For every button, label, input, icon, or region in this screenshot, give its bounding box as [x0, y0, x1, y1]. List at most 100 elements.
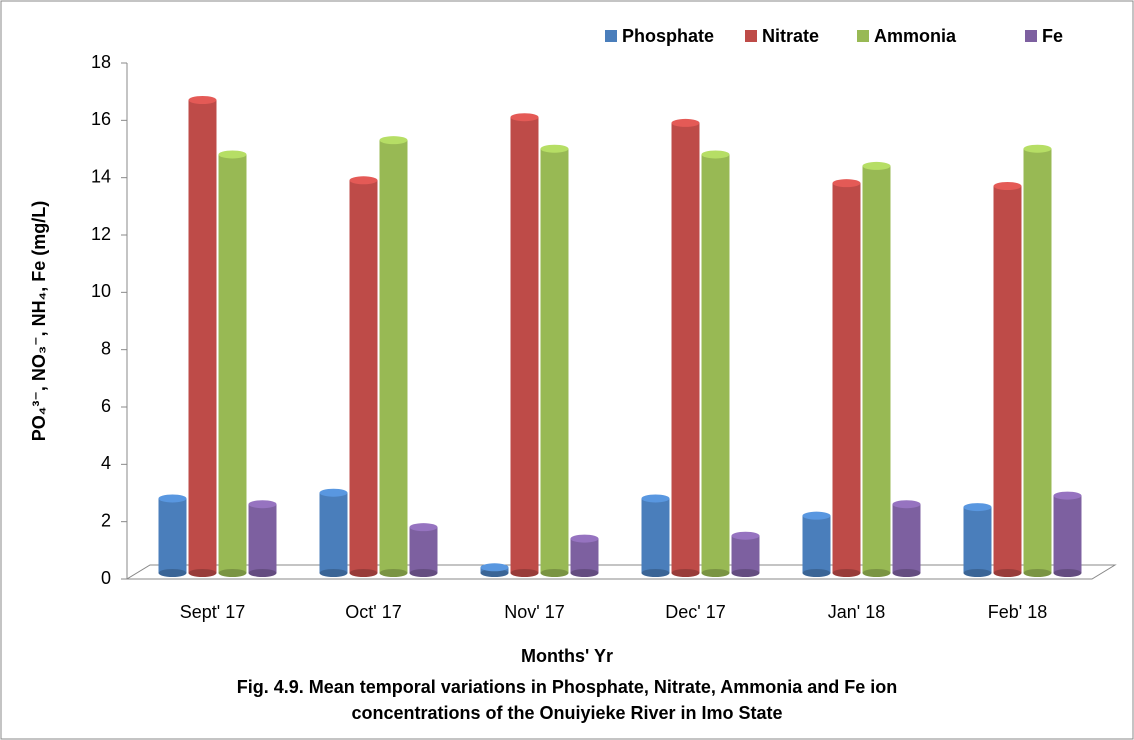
bar-base	[218, 569, 247, 577]
bar	[248, 504, 277, 573]
bar-top	[218, 150, 247, 159]
bar	[832, 183, 861, 573]
bar	[862, 165, 891, 573]
bar-top	[993, 182, 1022, 190]
bar	[540, 148, 569, 573]
bar-base	[832, 569, 861, 577]
legend-label: Phosphate	[622, 26, 714, 46]
bar-base	[540, 569, 569, 577]
y-tick-label: 10	[91, 281, 111, 301]
bar	[349, 180, 378, 573]
y-tick-label: 6	[101, 396, 111, 416]
bar-top	[188, 96, 217, 104]
bar	[218, 154, 247, 573]
bar-base	[319, 569, 348, 577]
bar	[188, 100, 217, 573]
bar-top	[671, 118, 700, 127]
bar-top	[570, 534, 599, 543]
x-tick-label: Feb' 18	[988, 602, 1047, 622]
bar	[671, 122, 700, 573]
bar-top	[641, 494, 670, 503]
bar-base	[510, 569, 539, 577]
bar	[158, 498, 187, 573]
bar-base	[248, 569, 277, 577]
bar	[510, 117, 539, 573]
bar-base	[409, 569, 438, 577]
bar	[802, 515, 831, 573]
bar-base	[188, 569, 217, 577]
caption: concentrations of the Onuiyieke River in…	[351, 703, 782, 723]
bar-top	[802, 511, 831, 520]
bar-top	[480, 563, 509, 572]
bar-base	[349, 569, 378, 577]
bar-base	[802, 569, 831, 577]
bar	[409, 527, 438, 573]
bar-base	[993, 569, 1022, 577]
x-tick-label: Oct' 17	[345, 602, 401, 622]
bar	[570, 538, 599, 573]
x-tick-label: Sept' 17	[180, 602, 246, 622]
bar-base	[158, 569, 187, 577]
bar-top	[1023, 144, 1052, 153]
bar	[1053, 495, 1082, 573]
bar-base	[1053, 569, 1082, 577]
bar	[319, 492, 348, 573]
bar-base	[963, 569, 992, 577]
x-axis-title: Months' Yr	[521, 646, 613, 666]
y-tick-label: 2	[101, 510, 111, 530]
bar-base	[1023, 569, 1052, 577]
y-tick-label: 16	[91, 109, 111, 129]
bar-base	[480, 569, 509, 577]
bar-base	[379, 569, 408, 577]
bar	[1023, 148, 1052, 573]
legend-label: Nitrate	[762, 26, 819, 46]
x-tick-label: Nov' 17	[504, 602, 564, 622]
floor	[125, 564, 1117, 580]
bar-top	[319, 488, 348, 497]
bar	[701, 154, 730, 573]
y-tick-label: 12	[91, 224, 111, 244]
bar-base	[701, 569, 730, 577]
bar-top	[510, 113, 539, 122]
bar	[892, 504, 921, 573]
bar-top	[701, 150, 730, 159]
bar-base	[641, 569, 670, 577]
y-tick-label: 0	[101, 568, 111, 588]
bar-top	[832, 179, 861, 188]
legend-swatch	[1025, 30, 1037, 42]
bar-top	[862, 161, 891, 170]
bar	[731, 535, 760, 573]
bar-base	[862, 569, 891, 577]
bar-top	[540, 144, 569, 153]
bar-top	[409, 523, 438, 532]
bar-top	[892, 500, 921, 509]
x-tick-label: Dec' 17	[665, 602, 725, 622]
legend-swatch	[605, 30, 617, 42]
bar	[641, 498, 670, 573]
caption: Fig. 4.9. Mean temporal variations in Ph…	[237, 677, 897, 697]
bar-top	[379, 136, 408, 145]
y-tick-label: 4	[101, 453, 111, 473]
bar-top	[158, 494, 187, 503]
y-tick-label: 8	[101, 338, 111, 358]
bar-base	[892, 569, 921, 577]
bar-top	[349, 176, 378, 185]
bar-base	[731, 569, 760, 577]
bar-base	[570, 569, 599, 577]
bar-top	[248, 500, 277, 509]
bar	[963, 507, 992, 573]
y-tick-label: 18	[91, 52, 111, 72]
bar-top	[1053, 491, 1082, 500]
legend-swatch	[857, 30, 869, 42]
bar	[379, 140, 408, 573]
y-tick-label: 14	[91, 166, 111, 186]
legend-label: Fe	[1042, 26, 1063, 46]
bar-base	[671, 569, 700, 577]
legend-swatch	[745, 30, 757, 42]
bar	[993, 186, 1022, 573]
bar-top	[963, 503, 992, 512]
legend-label: Ammonia	[874, 26, 957, 46]
x-tick-label: Jan' 18	[828, 602, 885, 622]
y-axis-title: PO₄³⁻, NO₃⁻, NH₄, Fe (mg/L)	[29, 201, 49, 441]
